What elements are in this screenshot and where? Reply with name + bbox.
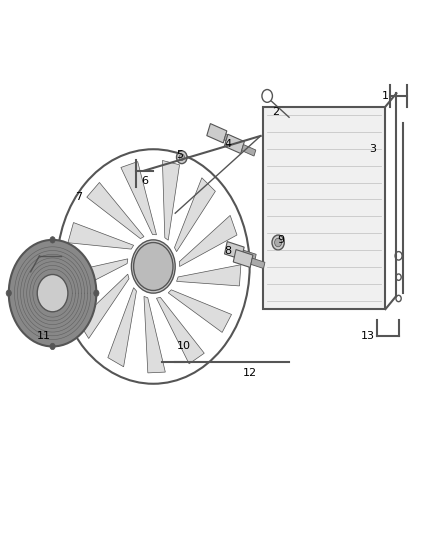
Circle shape — [177, 151, 187, 164]
Circle shape — [37, 274, 68, 312]
Text: 12: 12 — [243, 368, 257, 378]
Circle shape — [50, 343, 55, 350]
Text: 8: 8 — [224, 246, 231, 255]
Circle shape — [275, 238, 282, 247]
Polygon shape — [242, 250, 256, 261]
Polygon shape — [233, 249, 253, 268]
Polygon shape — [179, 215, 237, 266]
Circle shape — [9, 240, 96, 346]
Polygon shape — [251, 258, 265, 269]
Circle shape — [131, 240, 175, 293]
Polygon shape — [78, 274, 129, 338]
Polygon shape — [144, 296, 165, 373]
Circle shape — [50, 237, 55, 243]
Text: 1: 1 — [382, 91, 389, 101]
Text: 4: 4 — [224, 139, 231, 149]
Polygon shape — [68, 223, 134, 249]
Polygon shape — [174, 178, 215, 252]
Text: 13: 13 — [361, 331, 375, 341]
Circle shape — [179, 154, 184, 160]
Polygon shape — [177, 265, 241, 286]
Text: 6: 6 — [141, 176, 148, 186]
Circle shape — [6, 290, 11, 296]
Polygon shape — [224, 134, 238, 146]
Circle shape — [272, 235, 284, 250]
FancyBboxPatch shape — [263, 107, 385, 309]
Circle shape — [94, 290, 99, 296]
Polygon shape — [87, 182, 144, 239]
Text: 10: 10 — [177, 342, 191, 351]
Polygon shape — [108, 288, 137, 367]
Polygon shape — [224, 134, 244, 154]
Polygon shape — [156, 297, 204, 364]
Polygon shape — [121, 161, 156, 235]
Polygon shape — [207, 124, 227, 143]
Text: 9: 9 — [277, 235, 284, 245]
Polygon shape — [66, 259, 128, 294]
Circle shape — [134, 243, 173, 290]
Circle shape — [140, 251, 166, 282]
Text: 7: 7 — [75, 192, 82, 202]
Polygon shape — [168, 290, 232, 333]
Text: 5: 5 — [176, 150, 183, 159]
Polygon shape — [225, 241, 244, 260]
Text: 2: 2 — [272, 107, 279, 117]
Text: 3: 3 — [369, 144, 376, 154]
Text: 11: 11 — [37, 331, 51, 341]
Polygon shape — [162, 160, 180, 240]
Polygon shape — [242, 144, 256, 156]
